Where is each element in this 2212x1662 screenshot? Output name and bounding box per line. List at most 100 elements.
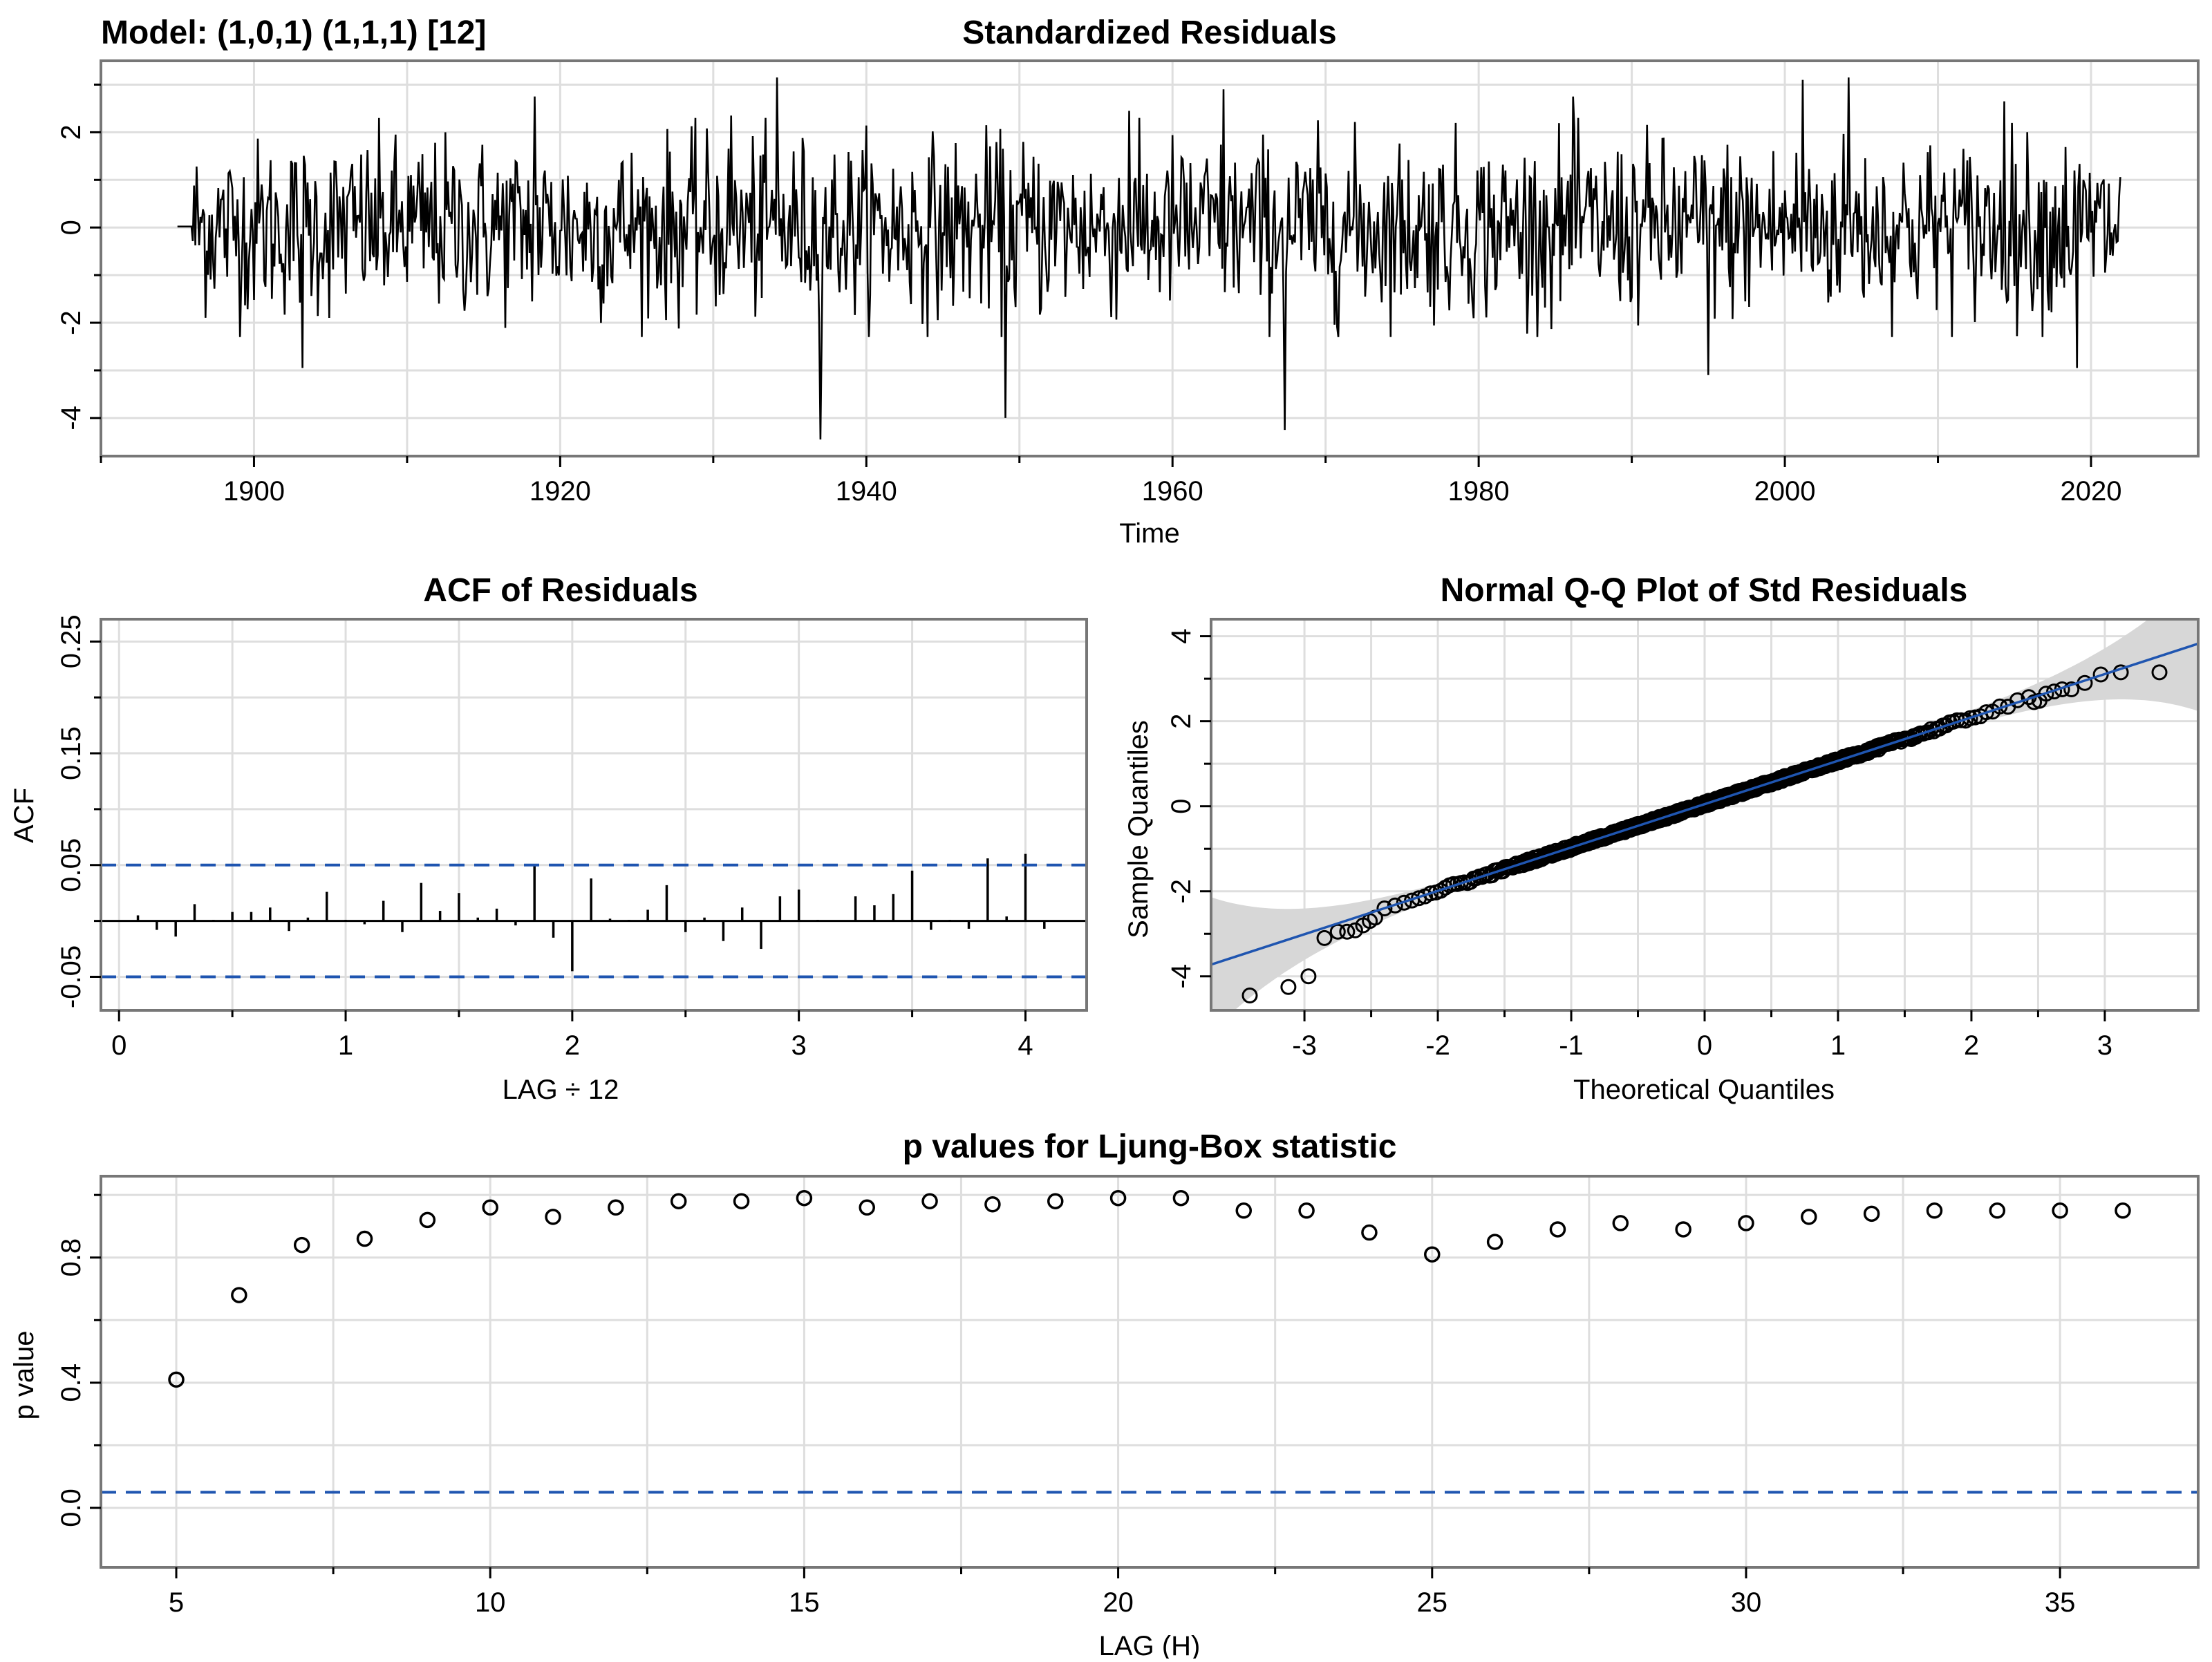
acf-y-tick-label-2: 0.15 [56,726,86,780]
acf-y-label: ACF [9,788,39,843]
residuals-y-tick-label-0: -4 [56,406,86,431]
acf-frame [100,618,1088,1012]
ljung-box-point-9 [733,1193,750,1209]
ljung-box-x-label: LAG (H) [1099,1631,1201,1659]
standardized-residuals-panel: Standardized Residuals Time 1900 1920 1940… [56,15,2200,549]
qq-point-504 [1316,929,1333,946]
ljung-box-x-tick-label-1: 10 [475,1587,506,1618]
residuals-x-tick-label-4: 1980 [1448,476,1510,507]
qq-x-tick-label-0: -3 [1292,1030,1317,1061]
ljung-box-y-tick-label-1: 0.4 [56,1363,86,1402]
ljung-box-point-28 [1926,1202,1943,1219]
residuals-x-tick-label-0: 1900 [223,476,285,507]
ljung-box-point-3 [356,1230,373,1247]
acf-x-tick-label-4: 4 [1018,1030,1033,1061]
acf-title: ACF of Residuals [423,572,697,609]
ljung-box-point-7 [608,1199,624,1216]
residuals-x-tick-label-6: 2020 [2060,476,2121,507]
qq-y-label: Sample Quantiles [1123,720,1154,938]
residuals-title: Standardized Residuals [962,15,1336,51]
qq-point-495 [1978,704,1994,721]
ljung-box-point-15 [1109,1189,1127,1207]
ljung-box-point-23 [1612,1215,1629,1231]
ljung-box-point-5 [482,1199,498,1216]
ljung-box-point-11 [859,1199,875,1216]
qq-y-tick-label-0: -4 [1166,964,1197,989]
ljung-box-y-tick-label-2: 0.8 [56,1238,86,1277]
ljung-box-x-tick-label-3: 20 [1103,1587,1134,1618]
qq-confidence-band [1211,619,2198,1010]
qq-point-502 [1280,979,1297,995]
ljung-box-frame [100,1175,2200,1569]
ljung-box-point-17 [1235,1202,1253,1219]
residuals-x-tick-label-3: 1960 [1142,476,1203,507]
qq-x-tick-label-2: -1 [1559,1030,1584,1061]
qq-x-tick-label-5: 2 [1964,1030,1979,1061]
qq-points [1241,664,2168,1003]
ljung-box-point-10 [796,1189,813,1207]
qq-y-tick-label-1: -2 [1166,879,1197,904]
ljung-box-point-21 [1486,1234,1503,1250]
ljung-box-point-25 [1738,1215,1754,1231]
acf-x-tick-label-3: 3 [791,1030,807,1061]
residuals-x-tick-label-2: 1940 [836,476,897,507]
qq-x-tick-label-3: 0 [1697,1030,1712,1061]
ljung-box-y-tick-label-0: 0.0 [56,1489,86,1527]
qq-y-tick-label-2: 0 [1166,799,1197,814]
qq-point-513 [2092,666,2109,683]
ljung-box-point-13 [984,1196,1001,1213]
residuals-y-tick-label-2: 0 [56,220,86,235]
acf-y-tick-label-3: 0.25 [56,614,86,668]
qq-point-517 [2046,683,2063,700]
qq-point-520 [2026,694,2043,710]
ljung-box-point-1 [231,1287,247,1303]
ljung-box-point-31 [2115,1202,2131,1219]
ljung-box-point-20 [1424,1246,1441,1263]
acf-y-tick-label-0: -0.05 [56,945,86,1008]
ljung-box-x-tick-label-4: 25 [1417,1587,1448,1618]
ljung-box-point-16 [1172,1189,1190,1207]
qq-point-0 [1376,900,1393,916]
ljung-box-point-30 [2052,1202,2068,1219]
qq-title: Normal Q-Q Plot of Std Residuals [1441,572,1968,609]
ljung-box-x-tick-label-2: 15 [789,1587,820,1618]
ljung-box-point-26 [1801,1209,1817,1225]
ljung-box-title: p values for Ljung-Box statistic [903,1129,1397,1165]
ljung-box-x-tick-label-5: 30 [1731,1587,1762,1618]
ljung-box-point-12 [921,1193,938,1209]
ljung-box-point-8 [670,1193,687,1209]
ljung-box-point-27 [1863,1205,1880,1222]
acf-x-tick-label-2: 2 [565,1030,580,1061]
ljung-box-y-label: p value [9,1331,39,1420]
residuals-line [177,77,2121,440]
acf-x-tick-label-1: 1 [338,1030,353,1061]
qq-x-label: Theoretical Quantiles [1573,1075,1835,1105]
residuals-y-tick-label-1: -2 [56,310,86,335]
acf-panel: ACF of Residuals LAG ÷ 12 ACF 0 1 2 3 4 -0.05… [9,572,1088,1105]
ljung-box-panel: p values for Ljung-Box statistic LAG (H)… [9,1129,2200,1661]
ljung-box-point-24 [1675,1221,1691,1238]
model-label: Model: (1,0,1) (1,1,1) [12] [101,15,486,51]
acf-y-tick-label-1: 0.05 [56,838,86,892]
qq-point-6 [1423,885,1439,902]
qq-panel: Normal Q-Q Plot of Std Residuals Theoret… [1123,572,2200,1105]
qq-point-2 [1396,894,1412,911]
qq-x-tick-label-6: 3 [2097,1030,2112,1061]
acf-x-label: LAG ÷ 12 [503,1075,619,1105]
acf-x-tick-label-0: 0 [111,1030,126,1061]
ljung-box-point-14 [1047,1193,1064,1209]
qq-point-501 [1241,988,1258,1003]
qq-y-tick-label-4: 4 [1166,628,1197,643]
ljung-box-point-19 [1361,1224,1378,1241]
ljung-box-point-29 [1989,1202,2006,1219]
residuals-x-label: Time [1119,518,1179,549]
qq-point-506 [1339,923,1356,940]
residuals-x-tick-label-1: 1920 [529,476,591,507]
qq-point-507 [1347,922,1363,938]
residuals-y-tick-label-3: 2 [56,124,86,140]
ljung-box-x-tick-label-0: 5 [169,1587,184,1618]
ljung-box-point-2 [293,1236,310,1254]
ljung-box-point-6 [545,1209,561,1225]
ljung-box-point-0 [168,1371,185,1388]
